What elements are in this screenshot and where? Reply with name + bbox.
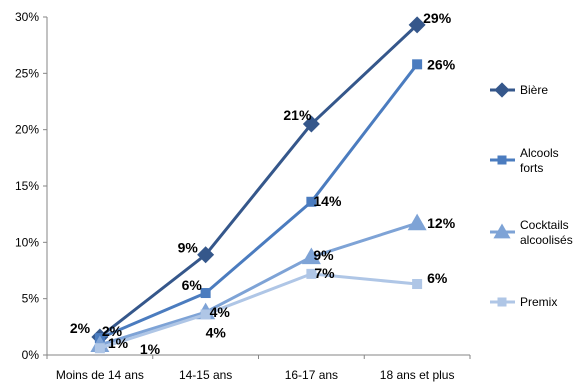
legend-label: forts (520, 161, 543, 175)
y-tick-label: 25% (15, 66, 39, 80)
data-label: 7% (314, 265, 335, 281)
y-tick-label: 30% (15, 10, 39, 24)
data-point (408, 16, 426, 34)
series-lines (90, 16, 427, 354)
y-tick-label: 0% (22, 348, 40, 362)
legend-marker (497, 297, 507, 307)
legend-label: Alcools (520, 146, 559, 160)
data-label: 9% (313, 247, 334, 263)
data-point (200, 288, 211, 299)
series-line-3 (99, 272, 418, 350)
data-point (306, 196, 317, 207)
legend-label: alcoolisés (520, 233, 573, 247)
data-label: 2% (102, 323, 123, 339)
y-tick-label: 15% (15, 179, 39, 193)
legend-marker (497, 155, 507, 165)
data-label: 2% (70, 320, 91, 336)
data-point (412, 59, 423, 70)
data-labels: 2% 9% 21% 29% 2% 6% 14% 26% 1% 4% 9% 12% 1% 4% 7% 6% (70, 10, 456, 357)
data-point (301, 247, 321, 265)
series-line-1 (99, 63, 419, 340)
legend-label: Premix (520, 295, 557, 309)
data-point (302, 115, 320, 133)
data-point (412, 279, 423, 290)
data-label: 9% (178, 240, 199, 256)
y-tick-label: 10% (15, 235, 39, 249)
legend-label: Bière (520, 83, 548, 97)
data-label: 14% (313, 193, 342, 209)
data-point (200, 309, 211, 320)
data-point (306, 268, 317, 279)
x-tick-label: Moins de 14 ans (56, 368, 144, 382)
data-label: 12% (427, 215, 456, 231)
axes: 0% 5% 10% 15% 20% 25% 30% Moins de 14 ans 14-15 … (15, 10, 471, 382)
data-point (407, 213, 427, 231)
x-tick-label: 14-15 ans (179, 368, 232, 382)
y-tick-label: 5% (22, 292, 40, 306)
data-point (197, 246, 215, 264)
data-label: 29% (423, 10, 452, 26)
data-label: 21% (283, 107, 312, 123)
series-line-0 (98, 23, 419, 339)
data-label: 1% (108, 335, 129, 351)
legend-label: Cocktails (520, 218, 569, 232)
data-label: 4% (206, 324, 227, 340)
data-point (94, 343, 105, 354)
data-label: 6% (182, 277, 203, 293)
data-label: 4% (210, 304, 231, 320)
data-label: 6% (427, 270, 448, 286)
legend-marker (493, 223, 511, 239)
y-tick-label: 20% (15, 123, 39, 137)
x-tick-label: 16-17 ans (285, 368, 338, 382)
data-label: 26% (427, 56, 456, 72)
series-line-2 (99, 221, 418, 347)
data-label: 1% (140, 341, 161, 357)
legend-marker (494, 82, 510, 98)
x-tick-label: 18 ans et plus (380, 368, 455, 382)
